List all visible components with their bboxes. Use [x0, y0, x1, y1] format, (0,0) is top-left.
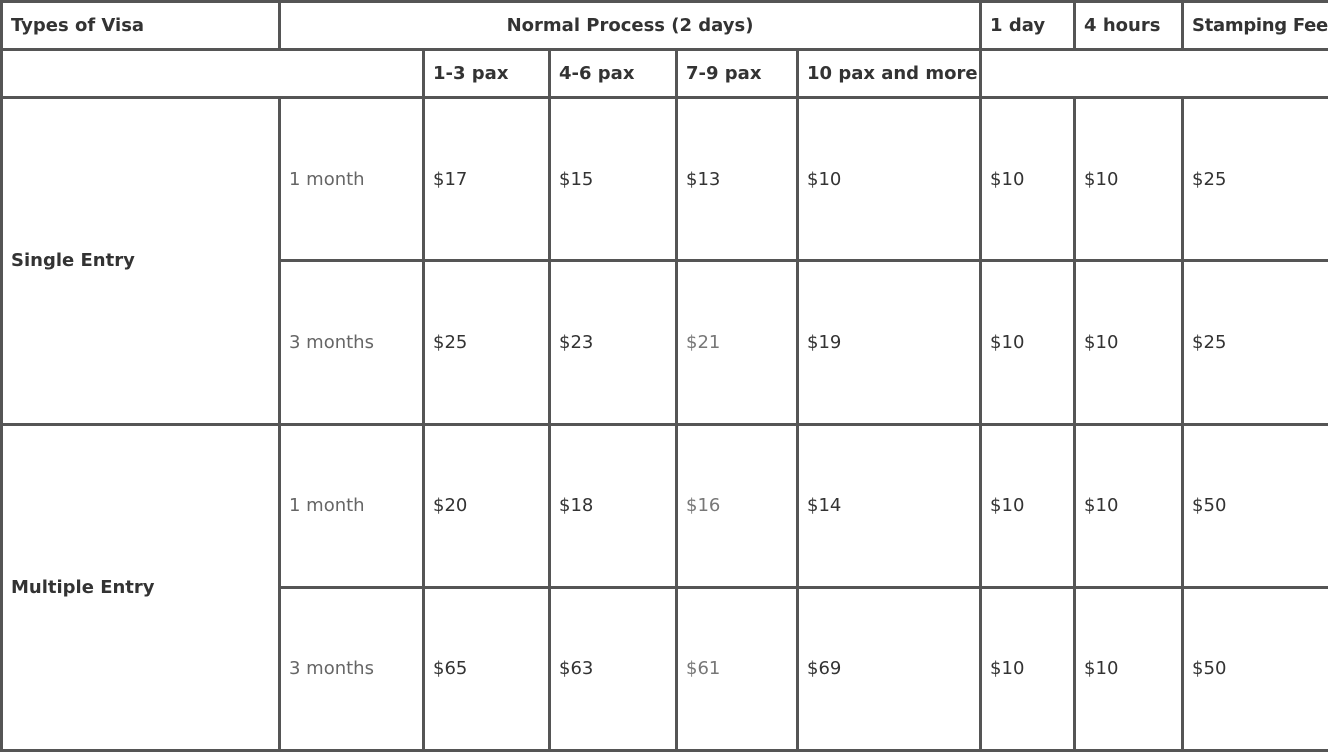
stamping-fee-cell: $25 — [1181, 259, 1328, 426]
price-cell: $16 — [675, 422, 799, 589]
price-cell: $15 — [548, 96, 678, 263]
duration-cell: 1 month — [278, 96, 425, 263]
stamping-fee-cell: $50 — [1181, 422, 1328, 589]
subheader-pax-4-6: 4-6 pax — [548, 48, 678, 100]
subheader-pax-10-more: 10 pax and more — [795, 48, 983, 100]
price-cell: $69 — [795, 585, 983, 752]
price-cell: $25 — [422, 259, 551, 426]
price-cell: $10 — [979, 259, 1077, 426]
visa-type-multiple-entry: Multiple Entry — [0, 422, 281, 752]
price-cell: $63 — [548, 585, 678, 752]
table-row: Multiple Entry 1 month $20 $18 $16 $14 $… — [0, 422, 1328, 752]
price-cell: $65 — [422, 585, 551, 752]
price-cell: $10 — [979, 585, 1077, 752]
header-normal-process: Normal Process (2 days) — [277, 0, 983, 52]
header-4-hours: 4 hours — [1073, 0, 1185, 52]
price-cell: $10 — [795, 96, 983, 263]
table-row: Single Entry 1 month $17 $15 $13 $10 $10… — [0, 96, 1328, 426]
subheader-pax-1-3: 1-3 pax — [422, 48, 551, 100]
price-cell: $19 — [795, 259, 983, 426]
price-cell: $14 — [795, 422, 983, 589]
price-cell: $10 — [979, 422, 1077, 589]
duration-cell: 3 months — [278, 585, 425, 752]
stamping-fee-cell: $50 — [1181, 585, 1328, 752]
price-cell: $23 — [548, 259, 678, 426]
stamping-fee-cell: $25 — [1181, 96, 1328, 263]
header-1-day: 1 day — [979, 0, 1077, 52]
subheader-empty-left — [0, 48, 425, 100]
price-cell: $10 — [1073, 259, 1185, 426]
price-cell: $18 — [548, 422, 678, 589]
price-cell: $20 — [422, 422, 551, 589]
duration-cell: 1 month — [278, 422, 425, 589]
price-cell: $17 — [422, 96, 551, 263]
subheader-row: 1-3 pax 4-6 pax 7-9 pax 10 pax and more — [0, 48, 1328, 100]
price-cell: $13 — [675, 96, 799, 263]
price-cell: $61 — [675, 585, 799, 752]
subheader-pax-7-9: 7-9 pax — [675, 48, 799, 100]
price-cell: $21 — [675, 259, 799, 426]
table-row: 3 months $65 $63 $61 $69 $10 $10 $50 — [2, 585, 1328, 752]
visa-type-single-entry: Single Entry — [0, 96, 281, 426]
header-row: Types of Visa Normal Process (2 days) 1 … — [0, 0, 1328, 52]
price-cell: $10 — [979, 96, 1077, 263]
header-types-of-visa: Types of Visa — [0, 0, 281, 52]
subheader-empty-right — [979, 48, 1328, 100]
header-stamping-fee: Stamping Fee — [1181, 0, 1328, 52]
price-cell: $10 — [1073, 585, 1185, 752]
price-cell: $10 — [1073, 96, 1185, 263]
table-row: 3 months $25 $23 $21 $19 $10 $10 $25 — [2, 259, 1328, 426]
price-cell: $10 — [1073, 422, 1185, 589]
duration-cell: 3 months — [278, 259, 425, 426]
